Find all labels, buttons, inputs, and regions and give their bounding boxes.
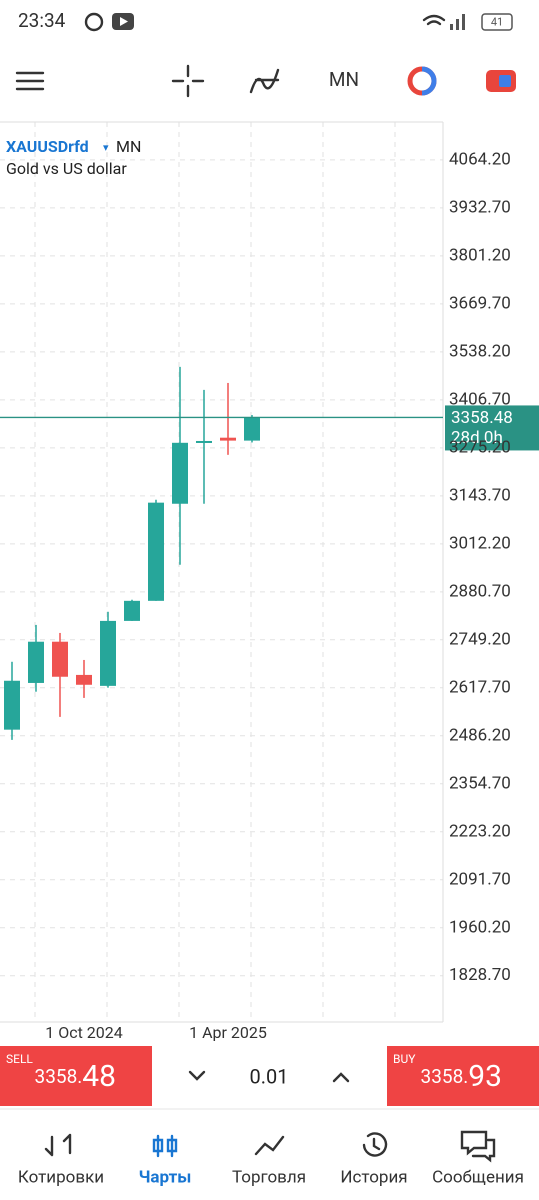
- nav-icon[interactable]: [362, 1132, 388, 1157]
- nav-icon[interactable]: [254, 1135, 285, 1156]
- candle-body: [244, 417, 260, 441]
- candle-body: [76, 674, 92, 685]
- y-tick-label: 2223.20: [449, 821, 511, 841]
- symbol-description: Gold vs US dollar: [6, 159, 127, 178]
- signal-icon: [456, 19, 459, 30]
- candle-body: [148, 502, 164, 601]
- nav-label[interactable]: История: [340, 1167, 407, 1187]
- candle-body: [28, 641, 44, 683]
- buy-price-main: 3358.: [421, 1065, 469, 1088]
- nav-label[interactable]: Сообщения: [432, 1167, 524, 1187]
- timeframe-button[interactable]: MN: [329, 68, 359, 91]
- signal-icon: [462, 14, 465, 30]
- signal-icon: [450, 24, 453, 30]
- battery-level: 41: [491, 15, 503, 28]
- youtube-play: [120, 17, 128, 26]
- symbol[interactable]: XAUUSDrfd: [6, 137, 89, 156]
- volume[interactable]: 0.01: [250, 1064, 289, 1088]
- indicators-button[interactable]: [249, 68, 280, 94]
- y-tick-label: 3143.70: [449, 485, 511, 505]
- nav-icon[interactable]: [152, 1134, 178, 1158]
- nav-icon[interactable]: [460, 1130, 496, 1163]
- buy-price: 3358.93: [421, 1059, 502, 1094]
- nav-icon[interactable]: [44, 1133, 72, 1157]
- y-tick-label: 4064.20: [449, 149, 511, 169]
- candle-body: [172, 442, 188, 504]
- candle-body: [52, 641, 68, 677]
- y-tick-label: 2880.70: [449, 581, 511, 601]
- buy-price-small: 93: [468, 1059, 502, 1094]
- nav-label[interactable]: Торговля: [232, 1167, 306, 1187]
- y-tick-label: 3801.20: [449, 245, 511, 265]
- y-tick-label: 3275.20: [449, 437, 511, 457]
- sell-price-small: 48: [82, 1059, 116, 1094]
- candles: [4, 366, 260, 740]
- nav-label[interactable]: Котировки: [18, 1167, 104, 1187]
- battery-icon: [481, 13, 513, 31]
- y-tick-label: 2091.70: [449, 869, 511, 889]
- status-time: 23:34: [18, 9, 66, 32]
- sell-label: SELL: [6, 1052, 33, 1066]
- last-price-label: 3358.48: [451, 408, 513, 428]
- sell-button[interactable]: [0, 1046, 152, 1106]
- symbol-timeframe: MN: [116, 137, 141, 156]
- x-tick-label: 1 Oct 2024: [45, 1023, 123, 1042]
- bottom-nav: Котировки Чарты Торговля История Сообщения: [18, 1130, 524, 1187]
- menu-button[interactable]: [15, 71, 45, 91]
- candle-body: [196, 440, 212, 443]
- y-tick-label: 3012.20: [449, 533, 511, 553]
- wifi-icon: [422, 14, 446, 26]
- buy-label: BUY: [393, 1052, 416, 1066]
- y-tick-label: 2486.20: [449, 725, 511, 745]
- nav-label[interactable]: Чарты: [139, 1167, 192, 1187]
- y-tick-label: 2749.20: [449, 629, 511, 649]
- y-tick-label: 3932.70: [449, 197, 511, 217]
- sell-price: 3358.48: [35, 1059, 116, 1094]
- y-tick-label: 2617.70: [449, 677, 511, 697]
- volume-increase[interactable]: [332, 1072, 350, 1083]
- x-tick-label: 1 Apr 2025: [189, 1023, 267, 1042]
- y-tick-label: 1960.20: [449, 917, 511, 937]
- y-tick-label: 3538.20: [449, 341, 511, 361]
- y-tick-label: 2354.70: [449, 773, 511, 793]
- trade-icon-part: [499, 75, 511, 87]
- candle-body: [124, 600, 140, 621]
- y-tick-label: 3669.70: [449, 293, 511, 313]
- objects-icon-part: [421, 66, 437, 96]
- last-price-label-bg: [445, 405, 539, 451]
- sell-price-main: 3358.: [35, 1065, 83, 1088]
- volume-decrease[interactable]: [188, 1070, 206, 1081]
- alarm-icon: [84, 12, 104, 32]
- y-tick-label: 1828.70: [449, 965, 511, 985]
- crosshair-button[interactable]: [171, 64, 205, 98]
- buy-button[interactable]: [387, 1046, 539, 1106]
- candle-body: [4, 680, 20, 730]
- symbol-dropdown[interactable]: ▾: [103, 141, 109, 154]
- grid-layer: [0, 122, 443, 1022]
- candle-body: [220, 437, 236, 441]
- bar-countdown: 28d 0h: [451, 428, 503, 448]
- candle-body: [100, 620, 116, 686]
- y-tick-label: 3406.70: [449, 389, 511, 409]
